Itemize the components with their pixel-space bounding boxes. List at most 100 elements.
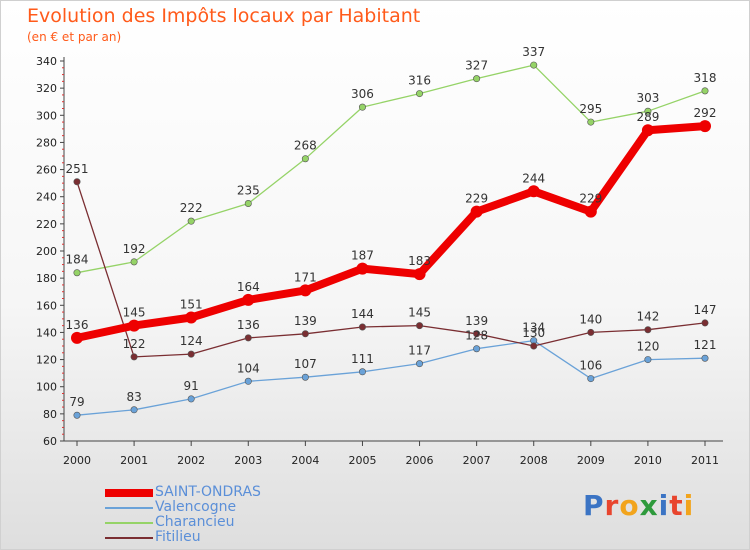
data-point-valencogne [644, 356, 652, 364]
x-tick-label: 2005 [348, 454, 376, 467]
data-label-charancieu: 306 [351, 87, 374, 101]
chart-subtitle: (en € et par an) [27, 30, 122, 44]
y-tick-label: 340 [36, 55, 57, 68]
data-point-fitilieu [473, 330, 481, 338]
data-point-fitilieu [416, 322, 424, 330]
data-point-charancieu [301, 155, 309, 163]
data-point-saint-ondras [185, 311, 198, 324]
proxiti-logo: Proxiti [583, 489, 694, 522]
data-point-saint-ondras [527, 185, 540, 198]
y-tick-label: 120 [36, 354, 57, 367]
y-tick-label: 60 [43, 435, 57, 448]
data-label-saint-ondras: 145 [123, 306, 146, 320]
data-label-charancieu: 235 [237, 184, 260, 198]
data-point-valencogne [473, 345, 481, 353]
data-point-charancieu [644, 107, 652, 115]
data-point-saint-ondras [356, 262, 369, 275]
x-tick-label: 2004 [291, 454, 319, 467]
logo-letter: P [583, 489, 605, 522]
data-point-saint-ondras [470, 205, 483, 218]
data-label-charancieu: 303 [636, 91, 659, 105]
y-tick-label: 260 [36, 164, 57, 177]
legend-label-saint-ondras: SAINT-ONDRAS [155, 484, 261, 500]
data-point-fitilieu [587, 328, 595, 336]
data-label-saint-ondras: 292 [694, 106, 717, 120]
data-label-saint-ondras: 183 [408, 254, 431, 268]
data-point-valencogne [416, 360, 424, 368]
data-label-valencogne: 106 [579, 359, 602, 373]
data-label-saint-ondras: 229 [579, 192, 602, 206]
y-tick-label: 320 [36, 82, 57, 95]
data-point-charancieu [530, 61, 538, 69]
data-point-charancieu [416, 90, 424, 98]
data-point-saint-ondras [299, 284, 312, 297]
legend-label-charancieu: Charancieu [155, 514, 235, 530]
data-label-valencogne: 79 [69, 395, 84, 409]
data-point-valencogne [244, 377, 252, 385]
data-label-saint-ondras: 164 [237, 280, 260, 294]
logo-letter: i [658, 489, 670, 522]
chart-title: Evolution des Impôts locaux par Habitant [27, 5, 421, 27]
x-tick-label: 2007 [463, 454, 491, 467]
data-point-charancieu [130, 258, 138, 266]
data-label-valencogne: 91 [184, 379, 199, 393]
series-line-fitilieu [76, 181, 706, 358]
data-label-fitilieu: 140 [579, 312, 602, 326]
data-point-saint-ondras [71, 331, 83, 344]
y-tick-label: 180 [36, 272, 57, 285]
data-point-saint-ondras [584, 205, 597, 218]
data-point-charancieu [701, 87, 709, 95]
legend-swatch-saint-ondras [105, 489, 153, 497]
data-point-charancieu [73, 269, 81, 277]
data-label-fitilieu: 144 [351, 307, 374, 321]
data-point-fitilieu [73, 178, 81, 186]
data-point-charancieu [473, 75, 481, 83]
data-point-fitilieu [187, 350, 195, 358]
series-line-valencogne [76, 339, 706, 416]
y-tick-label: 100 [36, 381, 57, 394]
data-point-valencogne [73, 411, 81, 419]
data-point-saint-ondras [128, 319, 141, 332]
data-point-charancieu [587, 118, 595, 126]
y-tick-label: 160 [36, 299, 57, 312]
logo-letter: o [619, 489, 640, 522]
series-valencogne [73, 337, 709, 419]
data-point-charancieu [187, 217, 195, 225]
data-label-valencogne: 117 [408, 344, 431, 358]
legend-swatch-fitilieu [105, 537, 153, 539]
data-label-saint-ondras: 151 [180, 298, 203, 312]
data-label-charancieu: 295 [579, 102, 602, 116]
data-label-charancieu: 184 [66, 253, 89, 267]
x-tick-label: 2009 [577, 454, 605, 467]
data-label-fitilieu: 139 [465, 314, 488, 328]
data-point-charancieu [358, 103, 366, 111]
data-label-saint-ondras: 289 [636, 110, 659, 124]
series-saint-ondras [71, 120, 711, 344]
x-tick-label: 2010 [634, 454, 662, 467]
y-tick-label: 140 [36, 326, 57, 339]
data-point-valencogne [701, 354, 709, 362]
data-label-valencogne: 107 [294, 357, 317, 371]
y-tick-label: 240 [36, 191, 57, 204]
data-point-valencogne [587, 375, 595, 383]
data-label-fitilieu: 130 [522, 326, 545, 340]
data-point-fitilieu [358, 323, 366, 331]
x-tick-label: 2002 [177, 454, 205, 467]
legend-swatch-charancieu [105, 522, 153, 524]
series-line-saint-ondras [73, 122, 709, 342]
data-label-charancieu: 318 [694, 71, 717, 85]
chart-axes: 60 80 100 120 140 160 180 200 220 240 260 280 300 320… [36, 55, 723, 467]
data-point-valencogne [130, 406, 138, 414]
data-label-saint-ondras: 136 [66, 318, 89, 332]
series-layer [71, 61, 711, 419]
logo-letter: i [683, 489, 695, 522]
data-label-charancieu: 222 [180, 201, 203, 215]
data-label-fitilieu: 251 [66, 162, 89, 176]
data-label-fitilieu: 122 [123, 337, 146, 351]
data-label-fitilieu: 142 [636, 310, 659, 324]
data-label-valencogne: 83 [126, 390, 141, 404]
data-label-charancieu: 192 [123, 242, 146, 256]
data-label-charancieu: 337 [522, 45, 545, 59]
